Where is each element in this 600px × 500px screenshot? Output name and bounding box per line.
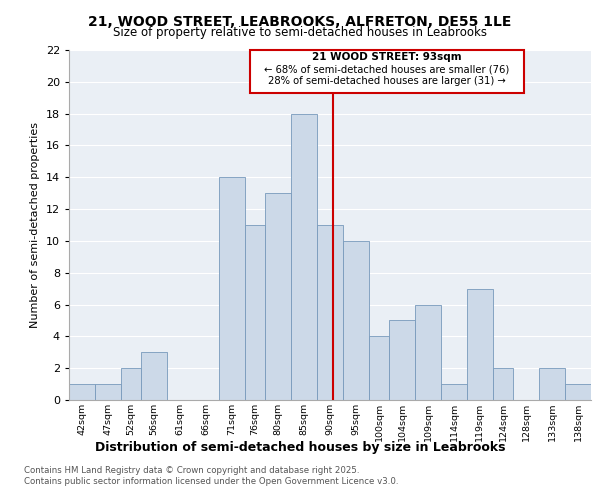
Bar [245, 225, 265, 400]
Bar [467, 288, 493, 400]
Bar [95, 384, 121, 400]
Bar [565, 384, 591, 400]
Text: Contains HM Land Registry data © Crown copyright and database right 2025.: Contains HM Land Registry data © Crown c… [24, 466, 359, 475]
Bar [142, 352, 167, 400]
Text: Size of property relative to semi-detached houses in Leabrooks: Size of property relative to semi-detach… [113, 26, 487, 39]
Bar [317, 225, 343, 400]
Text: ← 68% of semi-detached houses are smaller (76): ← 68% of semi-detached houses are smalle… [264, 64, 509, 74]
Bar [369, 336, 389, 400]
Bar [121, 368, 142, 400]
Bar [493, 368, 514, 400]
Bar [219, 178, 245, 400]
Bar [415, 304, 441, 400]
Bar [441, 384, 467, 400]
Text: 28% of semi-detached houses are larger (31) →: 28% of semi-detached houses are larger (… [268, 76, 506, 86]
Y-axis label: Number of semi-detached properties: Number of semi-detached properties [30, 122, 40, 328]
Text: Distribution of semi-detached houses by size in Leabrooks: Distribution of semi-detached houses by … [95, 441, 505, 454]
Bar [343, 241, 369, 400]
Bar [265, 193, 291, 400]
Bar [389, 320, 415, 400]
Bar [291, 114, 317, 400]
Bar [539, 368, 565, 400]
Bar [69, 384, 95, 400]
Text: Contains public sector information licensed under the Open Government Licence v3: Contains public sector information licen… [24, 477, 398, 486]
FancyBboxPatch shape [250, 50, 524, 93]
Text: 21 WOOD STREET: 93sqm: 21 WOOD STREET: 93sqm [312, 52, 461, 62]
Text: 21, WOOD STREET, LEABROOKS, ALFRETON, DE55 1LE: 21, WOOD STREET, LEABROOKS, ALFRETON, DE… [88, 15, 512, 29]
